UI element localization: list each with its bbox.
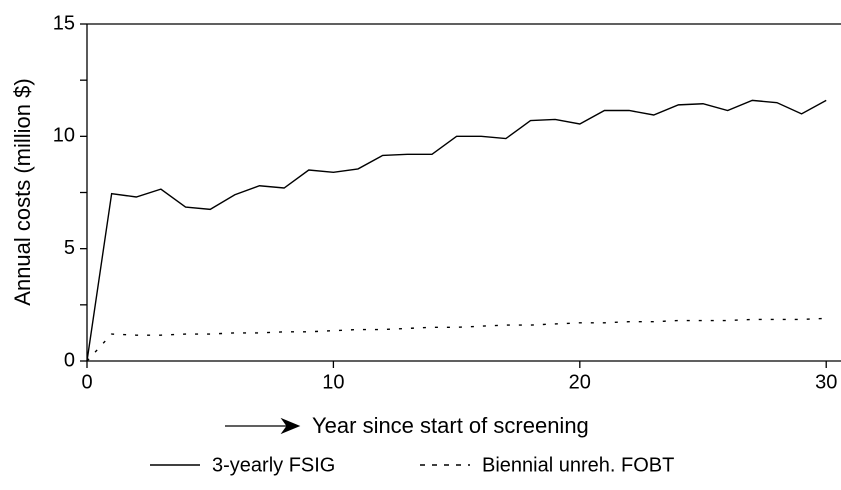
arrow-head (280, 417, 301, 435)
x-axis-label: Year since start of screening (312, 413, 589, 438)
x-tick-label: 30 (815, 371, 837, 393)
y-axis-label: Annual costs (million $) (10, 78, 35, 305)
y-tick-label: 10 (53, 125, 75, 147)
x-tick-label: 0 (81, 371, 92, 393)
x-tick-label: 10 (322, 371, 344, 393)
legend-label: Biennial unreh. FOBT (482, 454, 674, 476)
legend-label: 3-yearly FSIG (212, 454, 335, 476)
y-tick-label: 0 (64, 349, 75, 371)
series-line (86, 317, 827, 362)
x-tick-label: 20 (569, 371, 591, 393)
y-tick-label: 15 (53, 12, 75, 34)
series-line (86, 99, 827, 362)
y-tick-label: 5 (64, 237, 75, 259)
